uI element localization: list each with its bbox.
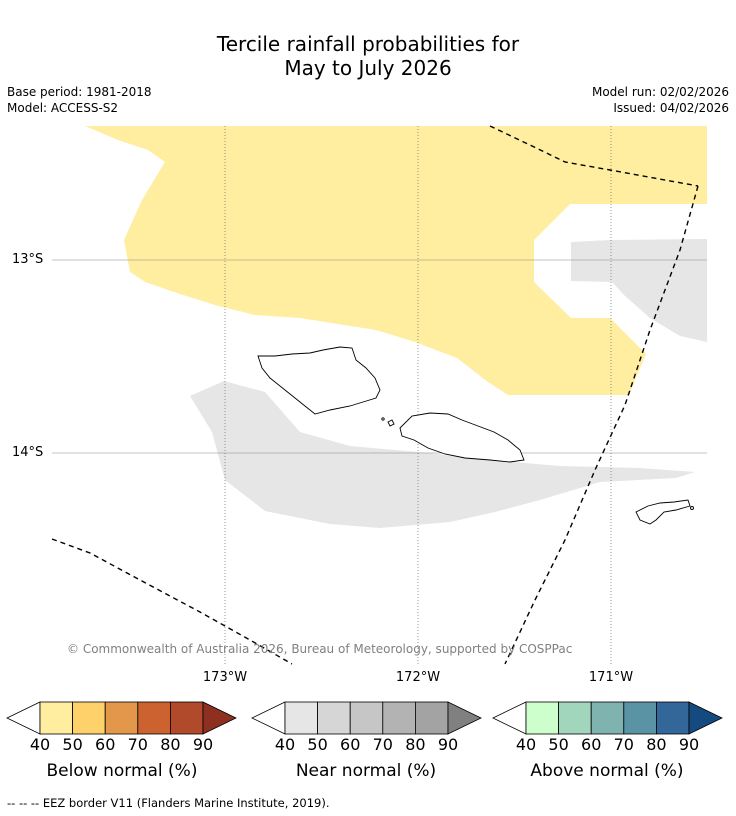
- colorbar-segment: [382, 701, 416, 735]
- issued-date: Issued: 04/02/2026: [613, 101, 729, 115]
- legend-title-near: Near normal (%): [295, 761, 437, 781]
- colorbar-segment: [169, 701, 204, 735]
- near-normal-region-east: [571, 239, 707, 342]
- title-line-1: Tercile rainfall probabilities for: [216, 32, 520, 56]
- colorbar-segment: [317, 701, 351, 735]
- colorbar-segment: [137, 701, 171, 735]
- colorbar-left-arrow: [6, 701, 41, 735]
- below-normal-region: [85, 126, 707, 395]
- eez-border-north: [489, 125, 699, 187]
- colorbar-tick-label: 90: [678, 735, 700, 754]
- colorbar-tick-label: 40: [515, 735, 537, 754]
- colorbar-left-arrow: [492, 701, 527, 735]
- model-run: Model run: 02/02/2026: [591, 85, 729, 99]
- colorbar-segment: [558, 701, 592, 735]
- eez-border-east: [504, 185, 699, 665]
- upolu-island: [399, 412, 525, 463]
- colorbar-right-arrow: [688, 701, 723, 735]
- colorbar-tick-label: 60: [581, 735, 602, 754]
- lat-label-13s: 13°S: [12, 252, 44, 267]
- colorbar-right-arrow: [202, 701, 237, 735]
- colorbar-tick-label: 90: [192, 735, 214, 754]
- colorbar-tick-label: 40: [29, 735, 51, 754]
- colorbar-segment: [656, 701, 690, 735]
- copyright-text: © Commonwealth of Australia 2026, Bureau…: [67, 642, 572, 656]
- colorbar-left-arrow: [251, 701, 286, 735]
- colorbar-segment: [104, 701, 139, 735]
- islet-near-upolu: [381, 417, 385, 421]
- colorbar-segment: [590, 701, 625, 735]
- colorbar-tick-label: 70: [127, 735, 148, 754]
- base-period: Base period: 1981-2018: [7, 85, 152, 99]
- colorbar-tick-label: 80: [160, 735, 181, 754]
- aunuu-islet: [690, 506, 694, 510]
- colorbar-tick-label: 60: [340, 735, 361, 754]
- colorbar-tick-label: 50: [62, 735, 83, 754]
- colorbar-segment: [39, 701, 73, 735]
- colorbar-above-normal: [492, 701, 723, 735]
- lat-label-14s: 14°S: [12, 445, 44, 460]
- colorbar-tick-label: 80: [646, 735, 667, 754]
- eez-footer-note: -- -- -- EEZ border V11 (Flanders Marine…: [7, 796, 330, 810]
- coastlines: [257, 346, 694, 525]
- colorbar-tick-label: 50: [548, 735, 569, 754]
- near-normal-region-south: [190, 381, 695, 528]
- colorbar-segment: [349, 701, 384, 735]
- title-line-2: May to July 2026: [284, 56, 452, 80]
- colorbar-segment: [623, 701, 657, 735]
- colorbar-tick-label: 50: [307, 735, 328, 754]
- eez-borders: [51, 125, 699, 665]
- apolima-island: [387, 419, 395, 427]
- colorbar-tick-label: 90: [437, 735, 459, 754]
- savaii-island: [257, 346, 381, 415]
- model-name: Model: ACCESS-S2: [7, 101, 119, 115]
- gridlines: [52, 126, 707, 664]
- colorbar-near-normal: [251, 701, 482, 735]
- tutuila-island: [635, 499, 691, 525]
- colorbar-segment: [72, 701, 106, 735]
- colorbar-tick-label: 70: [613, 735, 634, 754]
- legend-title-below: Below normal (%): [46, 761, 198, 781]
- colorbar-tick-label: 80: [405, 735, 426, 754]
- colorbar-tick-label: 40: [274, 735, 296, 754]
- colorbar-segment: [284, 701, 318, 735]
- colorbar-tick-label: 60: [95, 735, 116, 754]
- colorbar-segment: [525, 701, 559, 735]
- legend-title-above: Above normal (%): [530, 761, 684, 781]
- colorbar-segment: [414, 701, 449, 735]
- lon-label-171w: 171°W: [588, 670, 634, 685]
- colorbar-below-normal: [6, 701, 237, 735]
- colorbar-right-arrow: [447, 701, 482, 735]
- colorbar-tick-label: 70: [372, 735, 393, 754]
- lon-label-173w: 173°W: [202, 670, 248, 685]
- lon-label-172w: 172°W: [395, 670, 441, 685]
- map-plot-area: [51, 125, 707, 665]
